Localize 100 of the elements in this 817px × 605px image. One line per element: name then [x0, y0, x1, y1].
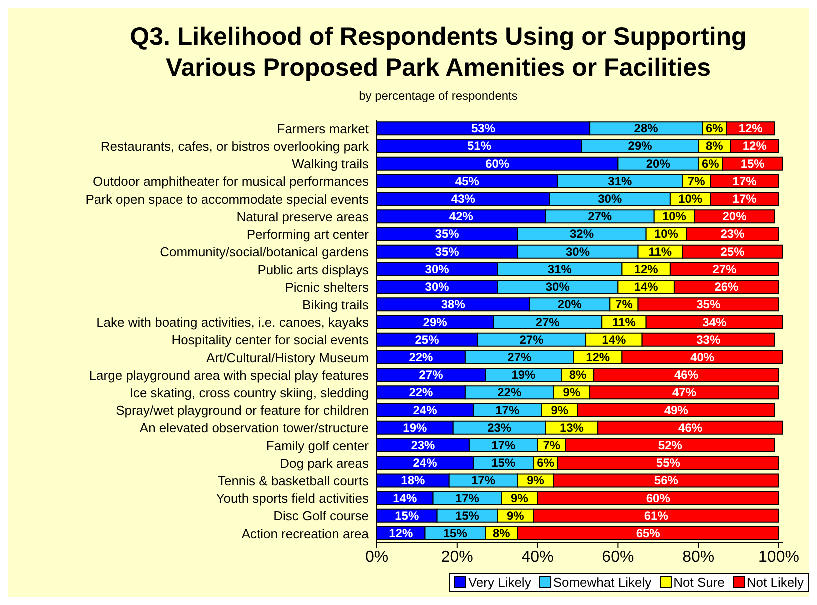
chart-subtitle: by percentage of respondents	[358, 88, 519, 105]
data-label: 10%	[678, 192, 703, 206]
data-label: 65%	[636, 526, 661, 541]
y-tick-label: An elevated observation tower/structure	[140, 420, 369, 436]
x-tick-label: 80%	[682, 548, 715, 566]
data-label: 30%	[566, 244, 590, 259]
x-tick-label: 60%	[602, 548, 634, 566]
data-label: 19%	[512, 368, 536, 382]
y-tick-label: Hospitality center for social events	[172, 332, 370, 348]
data-label: 12%	[586, 350, 610, 364]
data-label: 31%	[608, 174, 633, 188]
data-label: 46%	[674, 368, 699, 382]
data-label: 60%	[646, 491, 671, 506]
data-label: 25%	[720, 244, 746, 259]
data-label: 20%	[722, 210, 748, 224]
data-label: 12%	[389, 526, 414, 541]
y-tick-label: Picnic shelters	[285, 280, 370, 295]
x-tick-label: 40%	[522, 548, 554, 566]
data-label: 17%	[492, 438, 516, 452]
data-label: 12%	[634, 262, 659, 276]
data-label: 61%	[644, 508, 669, 523]
data-label: 22%	[498, 386, 522, 400]
y-tick-label: Dog park areas	[280, 456, 370, 471]
data-label: 9%	[527, 474, 545, 488]
data-label: 15%	[492, 456, 516, 470]
data-label: 35%	[696, 298, 721, 312]
data-label: 45%	[455, 174, 480, 188]
data-label: 47%	[672, 386, 697, 400]
data-label: 27%	[419, 368, 444, 382]
y-tick-label: Spray/wet playground or feature for children	[116, 403, 369, 418]
x-tick-label: 100%	[758, 548, 800, 566]
y-tick-label: Large playground area with special play features	[89, 368, 370, 383]
data-label: 11%	[612, 315, 636, 330]
data-label: 14%	[602, 332, 626, 347]
data-label: 7%	[688, 174, 706, 188]
data-label: 27%	[520, 332, 544, 347]
data-label: 26%	[714, 280, 740, 294]
data-label: 17%	[472, 474, 496, 488]
data-label: 29%	[628, 139, 653, 154]
y-tick-label: Ice skating, cross country skiing, sledding	[130, 385, 369, 400]
y-tick-label: Family golf center	[266, 438, 370, 454]
data-label: 8%	[492, 526, 511, 541]
data-label: 22%	[409, 386, 434, 400]
y-tick-label: Disc Golf course	[274, 508, 369, 524]
data-label: 14%	[634, 280, 659, 294]
data-label: 14%	[393, 491, 418, 506]
x-tick-label: 0%	[365, 548, 389, 566]
data-label: 17%	[455, 491, 480, 506]
data-label: 23%	[411, 438, 436, 452]
data-label: 13%	[560, 420, 584, 435]
data-label: 6%	[706, 122, 724, 136]
y-tick-label: Park open space to accommodate special events	[86, 192, 370, 207]
data-label: 9%	[563, 386, 581, 400]
data-label: 30%	[425, 262, 450, 276]
data-label: 27%	[536, 315, 560, 330]
data-label: 25%	[415, 332, 440, 347]
x-tick-label: 20%	[441, 548, 474, 566]
data-label: 40%	[690, 350, 715, 364]
data-label: 9%	[507, 508, 525, 523]
y-tick-label: Art/Cultural/History Museum	[206, 350, 369, 366]
data-label: 15%	[740, 156, 766, 171]
data-label: 20%	[646, 156, 671, 171]
y-tick-label: Community/social/botanical gardens	[160, 244, 370, 260]
data-label: 12%	[738, 122, 764, 136]
data-label: 17%	[496, 403, 520, 418]
y-tick-label: Action recreation area	[242, 526, 370, 542]
y-tick-label: Outdoor amphitheater for musical performances	[92, 174, 370, 190]
data-label: 53%	[472, 122, 496, 136]
data-label: 31%	[548, 262, 572, 276]
data-label: 33%	[696, 332, 721, 347]
data-label: 17%	[732, 192, 758, 206]
data-label: 23%	[720, 227, 746, 242]
data-label: 55%	[656, 456, 681, 470]
data-label: 30%	[425, 280, 450, 294]
data-label: 49%	[664, 403, 689, 418]
data-label: 27%	[588, 210, 612, 224]
legend-label: Somewhat Likely	[553, 574, 652, 590]
y-tick-label: Restaurants, cafes, or bistros overlooking park	[100, 139, 370, 154]
data-label: 15%	[395, 508, 420, 523]
data-label: 7%	[543, 438, 561, 452]
data-label: 15%	[443, 526, 468, 541]
data-label: 18%	[401, 474, 426, 488]
legend-label: Not Sure	[674, 574, 725, 590]
data-label: 38%	[441, 298, 466, 312]
y-tick-label: Public arts displays	[258, 262, 370, 278]
data-label: 11%	[648, 244, 672, 259]
data-label: 9%	[511, 491, 529, 506]
data-label: 12%	[742, 139, 768, 154]
data-label: 32%	[570, 227, 594, 242]
data-label: 23%	[488, 420, 512, 435]
y-tick-label: Farmers market	[277, 121, 370, 136]
data-label: 10%	[654, 227, 679, 242]
data-label: 28%	[634, 122, 659, 136]
y-tick-label: Tennis & basketball courts	[218, 474, 370, 488]
chart-title: Q3. Likelihood of Respondents Using or Supporting Various Proposed Park Amenities or Facilities	[129, 22, 748, 84]
y-tick-label: Biking trails	[302, 297, 370, 312]
y-tick-label: Lake with boating activities, i.e. canoes, kayaks	[96, 315, 370, 330]
data-label: 6%	[702, 156, 720, 171]
data-label: 24%	[413, 403, 438, 418]
data-label: 10%	[662, 210, 687, 224]
